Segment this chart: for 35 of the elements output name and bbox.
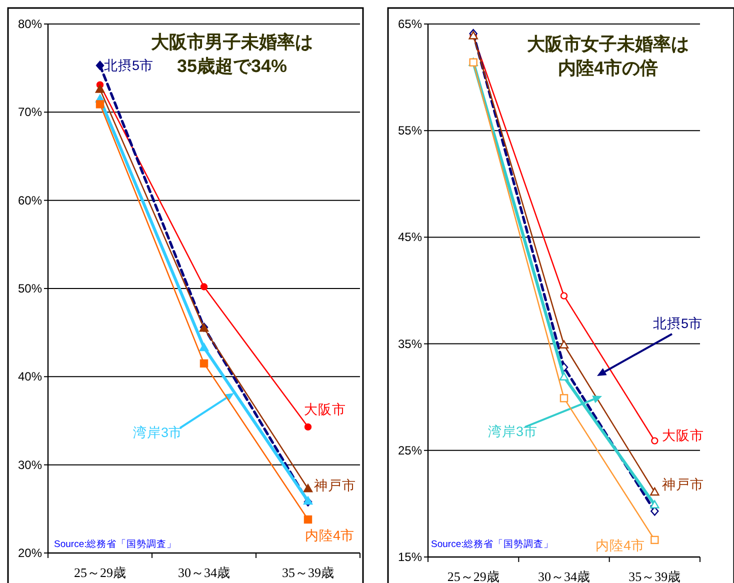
text: 湾岸3市 xyxy=(133,425,183,440)
text: 大阪市女子未婚率は xyxy=(526,34,689,54)
series-label: 内陸4市 xyxy=(305,528,355,543)
text: 北摂5市 xyxy=(653,316,703,331)
series-label: 北摂5市 xyxy=(104,58,154,73)
y-tick-label: 40% xyxy=(18,370,42,384)
y-tick-label: 55% xyxy=(398,124,422,138)
y-tick-label: 80% xyxy=(18,17,42,31)
series-label: 内陸4市 xyxy=(595,538,645,553)
annotation: Source:総務省「国勢調査」 xyxy=(54,538,177,550)
series-label: 大阪市 xyxy=(304,402,346,417)
y-tick-label: 60% xyxy=(18,193,42,208)
series-label: 神戸市 xyxy=(314,478,356,493)
y-tick-label: 70% xyxy=(18,105,42,120)
y-tick-label: 30% xyxy=(18,458,42,472)
text: 内陸4市の倍 xyxy=(558,58,658,78)
x-tick-label: 35～39歳 xyxy=(628,569,681,583)
y-tick-label: 45% xyxy=(398,230,422,244)
x-tick-label: 30～34歳 xyxy=(538,569,590,583)
y-tick-label: 65% xyxy=(398,17,422,31)
text: 大阪市男子未婚率は xyxy=(150,32,313,52)
y-tick-label: 20% xyxy=(18,546,42,560)
series-label: 神戸市 xyxy=(662,477,704,492)
annotation: Source:総務省「国勢調査」 xyxy=(431,538,554,550)
text: 35歳超で34% xyxy=(176,56,288,76)
y-tick-label: 50% xyxy=(18,282,42,296)
y-tick-label: 25% xyxy=(398,443,422,458)
x-tick-label: 30～34歳 xyxy=(178,565,230,580)
text: 湾岸3市 xyxy=(488,424,538,439)
x-tick-label: 35～39歳 xyxy=(282,565,334,580)
x-tick-label: 25～29歳 xyxy=(74,565,126,580)
y-tick-label: 15% xyxy=(398,550,422,564)
x-tick-label: 25～29歳 xyxy=(447,569,500,583)
y-tick-label: 35% xyxy=(398,336,422,351)
series-label: 大阪市 xyxy=(662,428,704,443)
